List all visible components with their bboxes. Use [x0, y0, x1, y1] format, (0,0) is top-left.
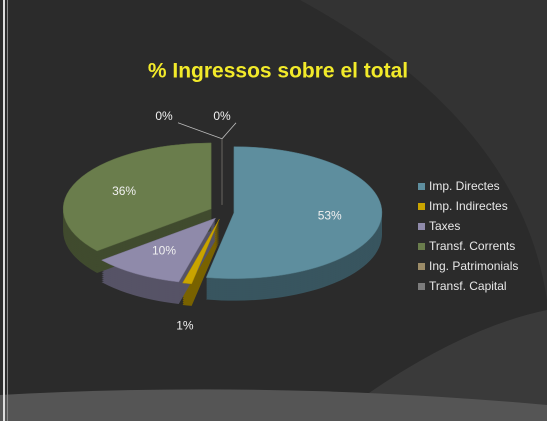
legend-label: Transf. Corrents: [429, 239, 515, 253]
legend-swatch: [418, 203, 425, 210]
legend-swatch: [418, 263, 425, 270]
legend-swatch: [418, 283, 425, 290]
data-label: 0%: [213, 109, 231, 123]
legend-swatch: [418, 223, 425, 230]
legend-label: Transf. Capital: [429, 279, 507, 293]
background-swoosh: [330, 310, 547, 421]
data-label: 36%: [112, 184, 136, 198]
left-border: [7, 0, 8, 421]
slice: [205, 146, 383, 279]
slice: [182, 218, 220, 285]
leader-line: [221, 122, 237, 140]
leader-line: [177, 122, 223, 140]
legend-label: Imp. Indirectes: [429, 199, 508, 213]
left-border: [3, 0, 5, 421]
slice: [100, 217, 217, 283]
chart-title: % Ingressos sobre el total: [148, 60, 408, 83]
legend-swatch: [418, 183, 425, 190]
slice: [62, 142, 212, 252]
data-label: 10%: [152, 244, 176, 258]
data-label: 0%: [155, 109, 173, 123]
legend-label: Ing. Patrimonials: [429, 259, 518, 273]
legend-swatch: [418, 243, 425, 250]
background-swoosh: [300, 0, 547, 300]
data-label: 53%: [318, 209, 342, 223]
background-band: [0, 389, 547, 421]
legend-label: Taxes: [429, 219, 460, 233]
data-label: 1%: [176, 319, 194, 333]
legend-label: Imp. Directes: [429, 179, 500, 193]
